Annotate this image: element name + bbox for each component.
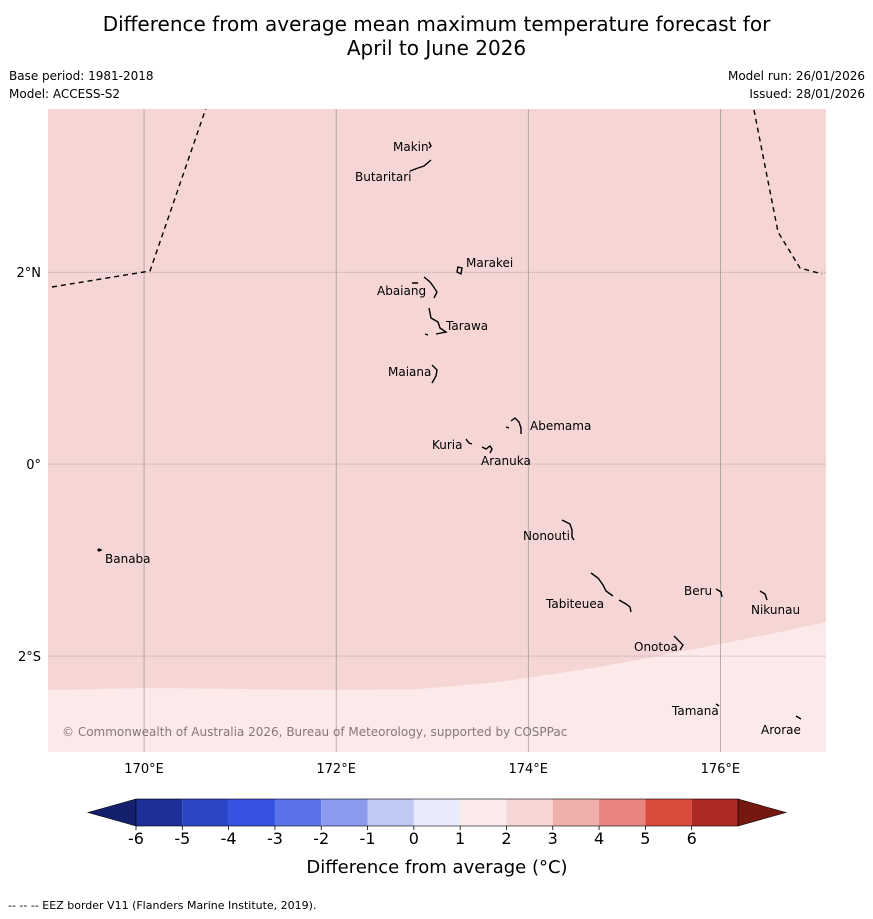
colorbar-segment: [367, 799, 414, 826]
island-nonouti: [561, 519, 575, 541]
island-kuria: [465, 438, 473, 445]
label-kuria: Kuria: [432, 438, 463, 452]
anomaly-region-1-2: [48, 109, 826, 752]
label-makin: Makin: [393, 140, 429, 154]
island-abaiang: [412, 276, 438, 299]
island-beru: [715, 588, 723, 598]
label-arorae: Arorae: [761, 723, 801, 737]
island-abemama: [505, 417, 522, 434]
colorbar-segment: [599, 799, 646, 826]
label-nonouti: Nonouti: [523, 529, 570, 543]
eez-footnote: -- -- -- EEZ border V11 (Flanders Marine…: [8, 899, 317, 912]
label-banaba: Banaba: [105, 552, 151, 566]
island-tabiteuea: [590, 572, 632, 613]
colorbar-segment: [691, 799, 738, 826]
colorbar-segment: [274, 799, 322, 826]
colorbar-tick-label: -2: [313, 829, 329, 848]
model-run: Model run: 26/01/2026: [727, 69, 865, 83]
colorbar-tick-label: 5: [640, 829, 650, 848]
colorbar-tick-label: 6: [687, 829, 697, 848]
base-period: Base period: 1981-2018: [9, 69, 154, 83]
colorbar-frame: [135, 798, 739, 827]
colorbar-segment: [182, 799, 229, 826]
colorbar-tick-label: -4: [221, 829, 237, 848]
axis-labels: 170°E 172°E 174°E 176°E 2°N 0° 2°S: [17, 266, 741, 777]
island-marakei: [456, 266, 463, 276]
eez-border-west: [51, 109, 207, 288]
label-nikunau: Nikunau: [751, 603, 800, 617]
map-title: Difference from average mean maximum tem…: [0, 12, 873, 60]
label-tarawa: Tarawa: [445, 319, 488, 333]
label-aranuka: Aranuka: [481, 454, 531, 468]
map-area: Makin Butaritari Marakei Abaiang Tarawa …: [48, 109, 826, 752]
colorbar-tick-label: -6: [128, 829, 144, 848]
island-tamana: [715, 703, 720, 707]
colorbar-tick-label: 2: [501, 829, 511, 848]
label-tamana: Tamana: [671, 704, 719, 718]
colorbar-segment: [552, 799, 600, 826]
graticule: [48, 109, 826, 752]
colorbar-segment: [413, 799, 461, 826]
meta-right: Model run: 26/01/2026 Issued: 28/01/2026: [728, 67, 865, 103]
colorbar-tick-label: -3: [267, 829, 283, 848]
label-tabiteuea: Tabiteuea: [545, 597, 604, 611]
colorbar-label: Difference from average (°C): [306, 857, 567, 878]
place-labels: Makin Butaritari Marakei Abaiang Tarawa …: [105, 140, 801, 737]
model-name: Model: ACCESS-S2: [9, 87, 121, 101]
island-nikunau: [759, 590, 768, 601]
island-onotoa: [673, 635, 684, 651]
label-abemama: Abemama: [530, 419, 591, 433]
label-butaritari: Butaritari: [355, 170, 412, 184]
colorbar-under-arrow: [86, 798, 137, 827]
lon-tick-label: 174°E: [508, 762, 548, 777]
colorbar-tick-label: 0: [409, 829, 419, 848]
colorbar-over-arrow: [737, 798, 788, 827]
map-canvas: Makin Butaritari Marakei Abaiang Tarawa …: [17, 109, 826, 878]
lon-tick-label: 172°E: [316, 762, 356, 777]
island-arorae: [795, 715, 802, 720]
label-maiana: Maiana: [388, 365, 431, 379]
lat-tick-label: 2°N: [17, 266, 42, 281]
lat-tick-label: 0°: [26, 458, 41, 473]
colorbar-tick-label: 3: [548, 829, 558, 848]
copyright-notice: © Commonwealth of Australia 2026, Bureau…: [62, 725, 567, 739]
colorbar-segment: [506, 799, 553, 826]
eez-border-east: [753, 109, 823, 275]
lon-tick-label: 170°E: [124, 762, 164, 777]
colorbar-tick-label: -1: [360, 829, 376, 848]
label-onotoa: Onotoa: [634, 640, 678, 654]
colorbar: -6 -5 -4 -3 -2 -1 0 1 2 3 4 5 6: [86, 798, 788, 848]
colorbar-segment: [460, 799, 507, 826]
title-line-2: April to June 2026: [346, 36, 527, 60]
anomaly-region-0-1: [48, 622, 826, 752]
colorbar-segment: [645, 799, 692, 826]
island-makin: [428, 141, 432, 149]
colorbar-tick-label: 1: [455, 829, 465, 848]
colorbar-tick-label: 4: [594, 829, 604, 848]
island-butaritari: [409, 159, 432, 172]
island-maiana: [431, 364, 438, 384]
title-line-1: Difference from average mean maximum tem…: [102, 12, 771, 36]
island-tarawa: [424, 307, 448, 336]
colorbar-segment: [228, 799, 275, 826]
lon-tick-label: 176°E: [701, 762, 741, 777]
island-aranuka: [481, 444, 493, 454]
colorbar-tick-label: -5: [174, 829, 190, 848]
label-beru: Beru: [684, 584, 712, 598]
meta-left: Base period: 1981-2018 Model: ACCESS-S2: [9, 67, 154, 103]
island-outlines: [97, 141, 802, 720]
label-abaiang: Abaiang: [377, 284, 426, 298]
island-banaba: [97, 548, 103, 552]
label-marakei: Marakei: [466, 256, 513, 270]
colorbar-segment: [136, 799, 183, 826]
colorbar-segment: [321, 799, 368, 826]
lat-tick-label: 2°S: [18, 650, 41, 665]
issued-date: Issued: 28/01/2026: [749, 87, 865, 101]
